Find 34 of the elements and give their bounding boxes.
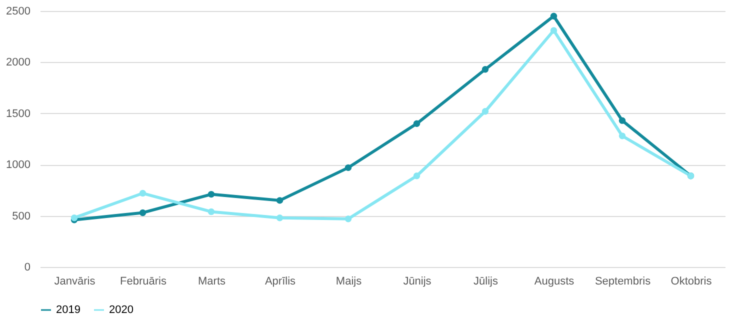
legend-label: 2020: [109, 304, 134, 316]
point: [208, 208, 215, 216]
point: [550, 12, 558, 20]
point: [482, 108, 489, 115]
x-tick-label: Februāris: [120, 276, 167, 288]
point: [276, 197, 284, 204]
y-tick-label: 2000: [6, 56, 30, 69]
point: [344, 216, 352, 222]
point: [618, 117, 626, 124]
x-tick-label: Maijs: [336, 276, 362, 288]
legend-label: 2019: [56, 304, 80, 316]
point: [139, 209, 146, 216]
point: [413, 120, 420, 127]
x-tick-label: Septembris: [594, 276, 652, 288]
x-tick-label: Augusts: [534, 276, 575, 288]
point: [276, 214, 284, 222]
y-tick-label: 500: [12, 210, 30, 222]
x-tick-label: Marts: [198, 276, 226, 288]
y-tick-label: 0: [24, 262, 30, 274]
point: [413, 172, 420, 180]
point: [618, 132, 626, 140]
x-tick-label: Oktobris: [670, 276, 712, 288]
x-tick-label: Aprīlis: [264, 276, 296, 288]
point: [344, 164, 352, 172]
x-tick-label: Jūnijs: [403, 276, 432, 288]
point: [139, 190, 146, 197]
y-tick-label: 2500: [6, 6, 30, 18]
x-tick-label: Janvāris: [54, 276, 96, 288]
y-tick-label: 1500: [6, 108, 30, 120]
point: [482, 66, 489, 73]
y-tick-label: 1000: [6, 159, 30, 172]
point: [208, 190, 215, 198]
point: [550, 27, 558, 34]
x-tick-label: Jūlijs: [474, 276, 498, 288]
